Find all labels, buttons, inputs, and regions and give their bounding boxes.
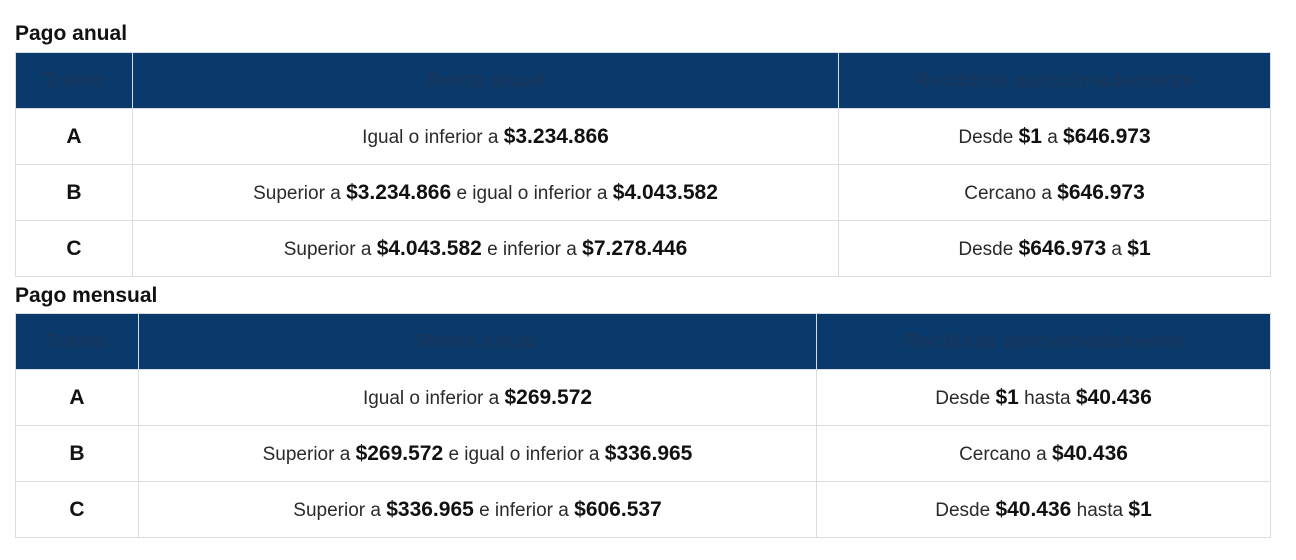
amount-value: $4.043.582	[376, 236, 482, 260]
table-row: C Superior a $336.965 e inferior a $606.…	[15, 481, 1271, 538]
renta-cell: Superior a $269.572 e igual o inferior a…	[138, 425, 817, 482]
amount-value: $1	[1128, 497, 1152, 521]
recibe-cell: Desde $646.973 a $1	[838, 220, 1271, 277]
table-row: A Igual o inferior a $269.572 Desde $1 h…	[15, 369, 1271, 426]
amount-value: $40.436	[1052, 441, 1128, 465]
amount-value: $3.234.866	[503, 124, 609, 148]
annual-payment-title: Pago anual	[15, 22, 128, 45]
column-header-renta-anual: Renta anual	[132, 52, 839, 109]
recibe-cell: Desde $1 hasta $40.436	[816, 369, 1271, 426]
amount-value: $40.436	[1075, 385, 1152, 409]
table-row: C Superior a $4.043.582 e inferior a $7.…	[15, 220, 1271, 277]
amount-value: $4.043.582	[612, 180, 718, 204]
cell-text: Superior a	[262, 443, 356, 465]
cell-text: Superior a	[283, 238, 377, 260]
recibe-cell: Cercano a $40.436	[816, 425, 1271, 482]
tramo-cell: B	[15, 425, 139, 482]
column-header-recibiras: Recibirás aproximadamente	[816, 313, 1271, 370]
cell-text: Desde	[935, 499, 996, 521]
table-header-row: Tramo Renta anual Recibirás aproximadame…	[15, 52, 1271, 109]
renta-cell: Superior a $4.043.582 e inferior a $7.27…	[132, 220, 839, 277]
cell-text: hasta	[1071, 499, 1129, 521]
cell-text: Cercano a	[964, 182, 1058, 204]
tramo-cell: A	[15, 108, 133, 165]
amount-value: $40.436	[995, 497, 1072, 521]
amount-value: $3.234.866	[346, 180, 452, 204]
cell-text: Desde	[958, 238, 1019, 260]
cell-text: Superior a	[293, 499, 387, 521]
tramo-cell: C	[15, 481, 139, 538]
renta-cell: Igual o inferior a $269.572	[138, 369, 817, 426]
table-row: B Superior a $3.234.866 e igual o inferi…	[15, 164, 1271, 221]
amount-value: $646.973	[1018, 236, 1107, 260]
amount-value: $646.973	[1063, 124, 1151, 148]
renta-cell: Superior a $3.234.866 e igual o inferior…	[132, 164, 839, 221]
cell-text: a	[1041, 126, 1064, 148]
cell-text: a	[1106, 238, 1128, 260]
column-header-renta-anual: Renta anual	[138, 313, 817, 370]
recibe-cell: Desde $40.436 hasta $1	[816, 481, 1271, 538]
amount-value: $606.537	[574, 497, 662, 521]
column-header-tramo: Tramo	[15, 313, 139, 370]
cell-text: hasta	[1018, 387, 1076, 409]
amount-value: $336.965	[604, 441, 693, 465]
amount-value: $1	[1018, 124, 1042, 148]
amount-value: $1	[1127, 236, 1151, 260]
cell-text: Cercano a	[959, 443, 1053, 465]
table-row: A Igual o inferior a $3.234.866 Desde $1…	[15, 108, 1271, 165]
amount-value: $269.572	[355, 441, 444, 465]
cell-text: Desde	[935, 387, 996, 409]
amount-value: $646.973	[1057, 180, 1145, 204]
monthly-payment-table: Tramo Renta anual Recibirás aproximadame…	[15, 313, 1271, 538]
amount-value: $1	[995, 385, 1019, 409]
table-header-row: Tramo Renta anual Recibirás aproximadame…	[15, 313, 1271, 370]
tramo-cell: B	[15, 164, 133, 221]
cell-text: Superior a	[253, 182, 347, 204]
recibe-cell: Cercano a $646.973	[838, 164, 1271, 221]
column-header-tramo: Tramo	[15, 52, 133, 109]
table-row: B Superior a $269.572 e igual o inferior…	[15, 425, 1271, 482]
amount-value: $269.572	[504, 385, 593, 409]
amount-value: $7.278.446	[582, 236, 688, 260]
cell-text: e igual o inferior a	[443, 443, 605, 465]
cell-text: Desde	[958, 126, 1019, 148]
annual-payment-table: Tramo Renta anual Recibirás aproximadame…	[15, 52, 1271, 277]
cell-text: e inferior a	[473, 499, 575, 521]
renta-cell: Superior a $336.965 e inferior a $606.53…	[138, 481, 817, 538]
cell-text: e inferior a	[481, 238, 583, 260]
tramo-cell: A	[15, 369, 139, 426]
tramo-cell: C	[15, 220, 133, 277]
amount-value: $336.965	[386, 497, 474, 521]
recibe-cell: Desde $1 a $646.973	[838, 108, 1271, 165]
renta-cell: Igual o inferior a $3.234.866	[132, 108, 839, 165]
monthly-payment-title: Pago mensual	[15, 284, 158, 307]
column-header-recibiras: Recibirás aproximadamente	[838, 52, 1271, 109]
cell-text: Igual o inferior a	[362, 126, 504, 148]
cell-text: Igual o inferior a	[362, 387, 505, 409]
cell-text: e igual o inferior a	[451, 182, 613, 204]
